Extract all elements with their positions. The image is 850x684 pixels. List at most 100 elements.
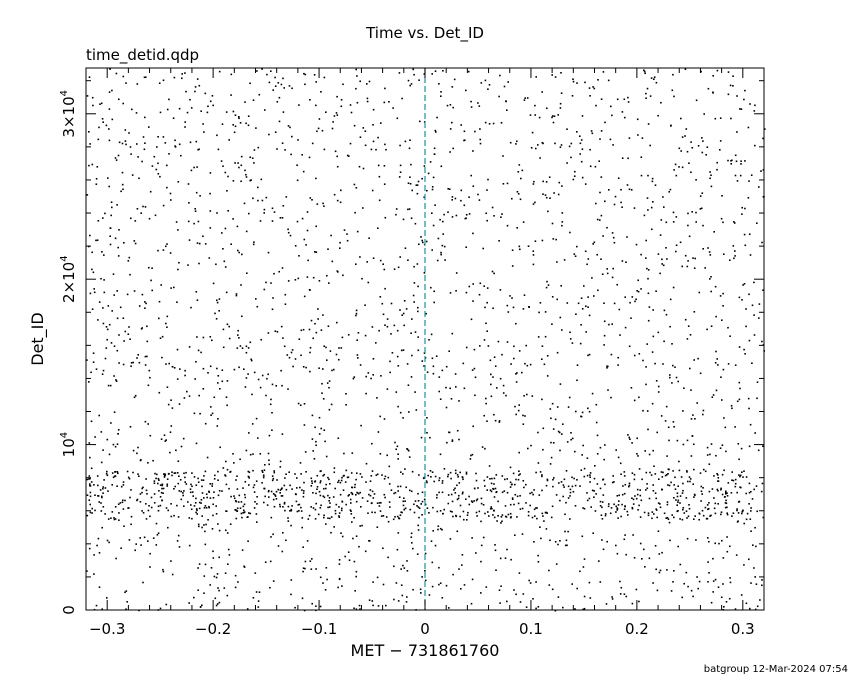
data-point bbox=[736, 509, 738, 512]
data-point bbox=[98, 552, 101, 554]
data-point bbox=[327, 494, 329, 497]
data-point bbox=[618, 494, 620, 497]
data-point bbox=[91, 163, 94, 166]
data-point bbox=[676, 495, 679, 498]
data-point bbox=[346, 476, 349, 479]
data-point bbox=[526, 393, 528, 396]
data-point bbox=[144, 142, 146, 144]
data-point bbox=[232, 110, 235, 113]
data-point bbox=[272, 493, 275, 495]
data-point bbox=[669, 188, 672, 191]
data-point bbox=[748, 233, 751, 235]
data-point bbox=[514, 405, 516, 408]
data-point bbox=[318, 490, 321, 493]
data-point bbox=[122, 188, 124, 191]
data-point bbox=[455, 272, 458, 274]
data-point bbox=[326, 382, 329, 384]
data-point bbox=[328, 497, 331, 499]
data-point bbox=[741, 510, 744, 513]
data-point bbox=[748, 558, 750, 561]
data-point bbox=[671, 514, 673, 516]
data-point bbox=[465, 214, 468, 216]
data-point bbox=[111, 511, 114, 513]
data-point bbox=[729, 581, 732, 584]
data-point bbox=[173, 286, 175, 289]
data-point bbox=[480, 497, 483, 500]
data-point bbox=[129, 273, 131, 276]
data-point bbox=[258, 93, 261, 96]
data-point bbox=[88, 442, 91, 444]
data-point bbox=[101, 251, 103, 253]
data-point bbox=[376, 526, 379, 528]
data-point bbox=[162, 570, 165, 573]
data-point bbox=[107, 384, 110, 387]
data-point bbox=[468, 285, 471, 288]
data-point bbox=[358, 545, 360, 548]
data-point bbox=[606, 226, 608, 229]
data-point bbox=[669, 298, 672, 301]
data-point bbox=[710, 325, 713, 327]
data-point bbox=[251, 423, 254, 425]
data-point bbox=[744, 160, 746, 162]
data-point bbox=[242, 487, 244, 489]
data-point bbox=[747, 197, 750, 199]
data-point bbox=[216, 573, 219, 575]
data-point bbox=[623, 538, 626, 541]
data-point bbox=[502, 384, 505, 387]
data-point bbox=[92, 104, 94, 107]
data-point bbox=[403, 567, 406, 569]
data-point bbox=[757, 449, 760, 452]
data-point bbox=[660, 219, 663, 221]
data-point bbox=[111, 89, 113, 92]
data-point bbox=[456, 484, 458, 487]
data-point bbox=[435, 355, 438, 357]
data-point bbox=[534, 240, 537, 242]
data-point bbox=[198, 563, 201, 565]
data-point bbox=[716, 488, 719, 491]
data-point bbox=[188, 517, 191, 519]
data-point bbox=[732, 512, 735, 514]
data-point bbox=[370, 377, 372, 380]
data-point bbox=[609, 512, 612, 515]
data-point bbox=[436, 496, 438, 499]
data-point bbox=[279, 505, 281, 508]
data-point bbox=[237, 334, 239, 336]
data-point bbox=[147, 540, 149, 542]
data-point bbox=[701, 137, 703, 139]
data-point bbox=[281, 550, 284, 553]
data-point bbox=[511, 498, 514, 500]
data-point bbox=[608, 189, 610, 191]
data-point bbox=[407, 449, 410, 452]
data-point bbox=[673, 497, 675, 499]
data-point bbox=[304, 73, 307, 76]
data-point bbox=[677, 485, 679, 487]
data-point bbox=[280, 325, 283, 328]
data-point bbox=[301, 597, 304, 600]
data-point bbox=[122, 75, 125, 78]
data-point bbox=[679, 563, 682, 566]
data-point bbox=[574, 608, 576, 610]
data-point bbox=[160, 491, 163, 494]
data-point bbox=[174, 139, 176, 142]
data-point bbox=[362, 207, 364, 209]
data-point bbox=[756, 222, 758, 224]
data-point bbox=[477, 102, 479, 104]
data-point bbox=[252, 469, 254, 472]
data-point bbox=[576, 245, 578, 248]
data-point bbox=[498, 421, 501, 423]
data-point bbox=[227, 563, 229, 565]
data-point bbox=[350, 111, 353, 114]
data-point bbox=[237, 501, 240, 503]
data-point bbox=[594, 165, 597, 168]
data-point bbox=[611, 276, 614, 279]
data-point bbox=[431, 73, 433, 75]
data-point bbox=[214, 474, 216, 477]
data-point bbox=[717, 480, 720, 482]
data-point bbox=[97, 495, 99, 497]
data-point bbox=[726, 495, 729, 497]
data-point bbox=[731, 407, 733, 410]
data-point bbox=[691, 211, 693, 213]
data-point bbox=[501, 520, 503, 523]
data-point bbox=[511, 265, 514, 267]
data-point bbox=[718, 542, 720, 545]
